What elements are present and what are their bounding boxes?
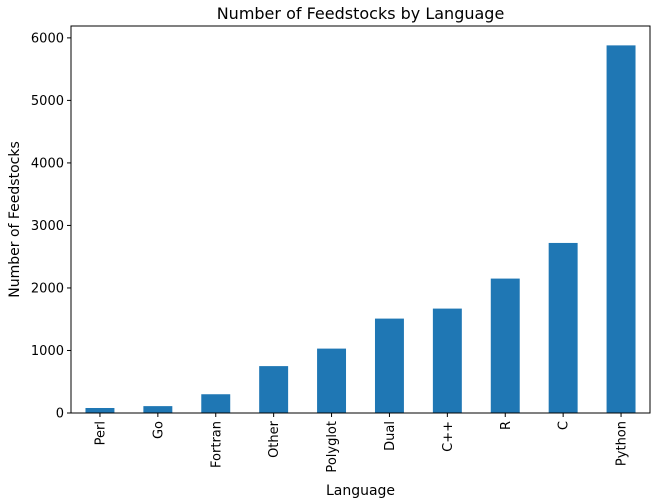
y-tick-label: 6000: [31, 31, 64, 46]
x-tick-label: Polyglot: [325, 421, 340, 473]
plot-frame: [70, 25, 651, 414]
y-tick-label: 3000: [31, 219, 64, 234]
bar-python: [606, 45, 636, 414]
y-tick-label: 5000: [31, 94, 64, 109]
y-axis: 0 1000 2000 3000 4000 5000 6000: [31, 31, 71, 422]
bar-cp: [432, 308, 462, 413]
x-axis-label: Language: [326, 483, 395, 499]
y-tick-label: 4000: [31, 156, 64, 171]
x-tick-label: Other: [267, 420, 282, 458]
x-tick-label: Dual: [383, 421, 398, 451]
y-tick-label: 2000: [31, 281, 64, 296]
bar-dual: [374, 318, 404, 413]
bar-go: [143, 406, 173, 413]
chart-title: Number of Feedstocks by Language: [217, 4, 505, 23]
bar-polyglot: [317, 348, 347, 413]
x-axis: Perl Go Fortran Other Polyglot Dual C++ R C Pytho…: [93, 413, 630, 473]
x-tick-label: R: [499, 421, 514, 430]
bar-perl: [85, 407, 115, 413]
x-tick-label: C++: [441, 421, 456, 452]
y-tick-label: 0: [56, 407, 64, 422]
bars: [85, 45, 636, 414]
x-tick-label: Go: [151, 421, 166, 439]
x-tick-label: Perl: [93, 421, 108, 445]
x-tick-label: C: [557, 421, 572, 430]
bar-c: [548, 242, 578, 413]
y-tick-label: 1000: [31, 344, 64, 359]
bar-fortran: [201, 394, 231, 413]
y-axis-label: Number of Feedstocks: [7, 141, 23, 297]
x-tick-label: Python: [615, 421, 630, 466]
bar-r: [490, 278, 520, 413]
bar-other: [259, 366, 289, 413]
x-tick-label: Fortran: [209, 421, 224, 468]
